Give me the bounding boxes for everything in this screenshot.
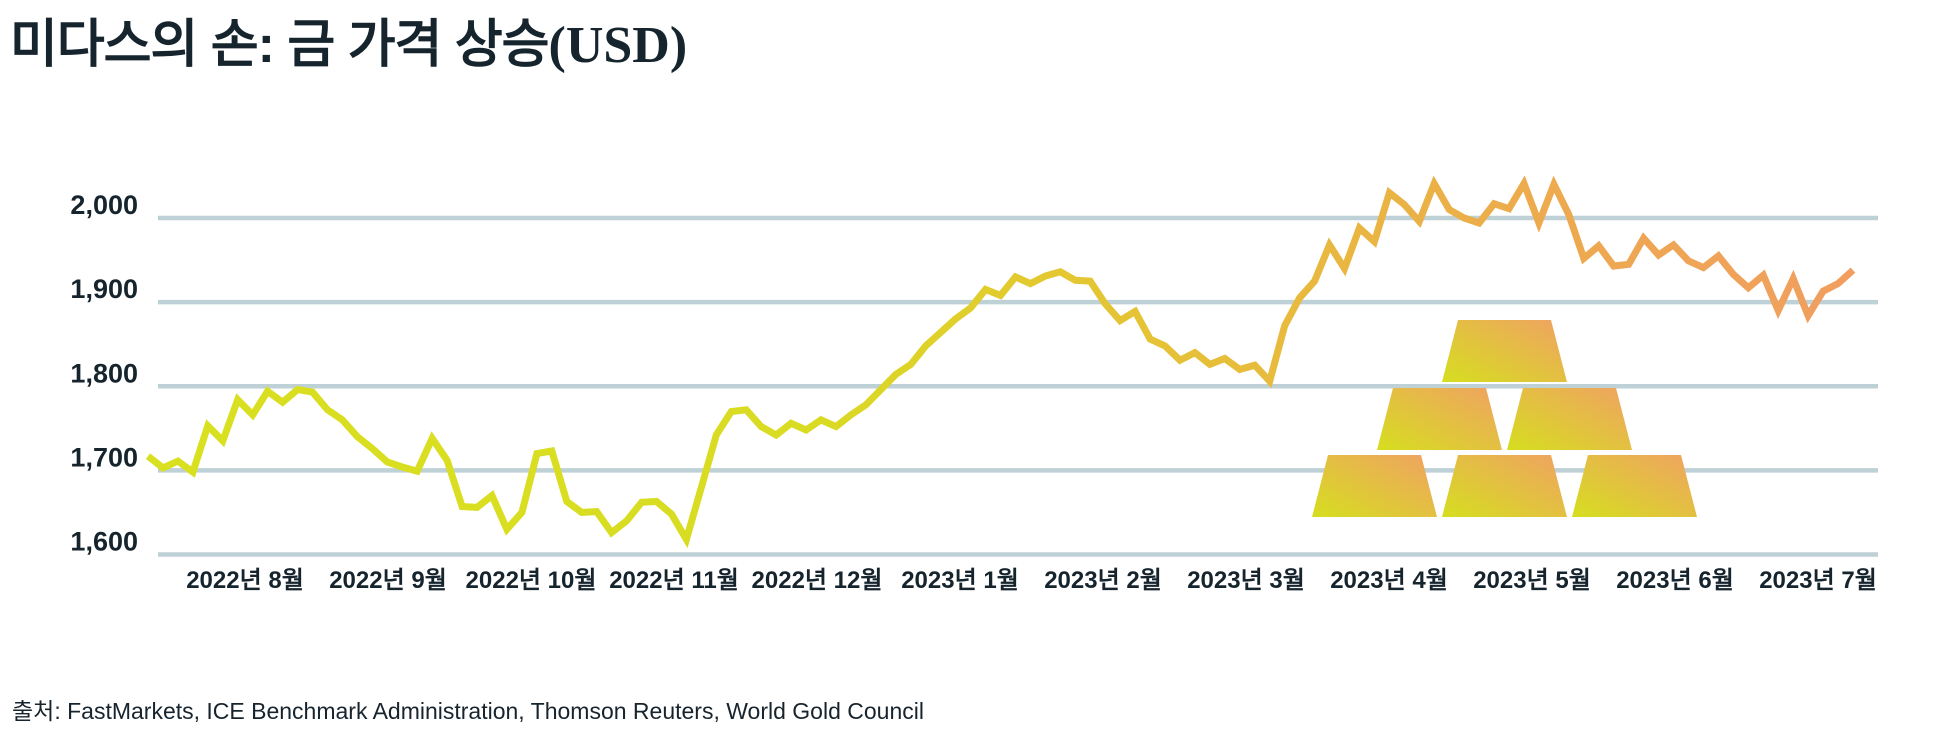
- page-title-usd: (USD): [548, 17, 688, 74]
- y-axis-label: 1,700: [70, 442, 138, 472]
- x-axis-labels: 2022년 8월 2022년 9월 2022년 10월 2022년 11월 2022년 …: [186, 567, 1877, 594]
- gold-bar-icon: [1572, 455, 1697, 517]
- page-title: 미다스의 손: 금 가격 상승(USD): [10, 2, 687, 77]
- page-title-korean: 미다스의 손: 금 가격 상승: [10, 16, 550, 74]
- y-axis-labels: 2,000 1,900 1,800 1,700 1,600: [70, 190, 138, 557]
- x-axis-label: 2022년 8월: [186, 567, 304, 594]
- gold-bar-icon: [1442, 320, 1567, 382]
- y-axis-label: 2,000: [70, 190, 138, 220]
- x-axis-label: 2023년 5월: [1473, 567, 1591, 594]
- x-axis-label: 2023년 3월: [1187, 567, 1305, 594]
- source-attribution: 출처: FastMarkets, ICE Benchmark Administr…: [12, 698, 924, 724]
- x-axis-label: 2023년 6월: [1616, 567, 1734, 594]
- x-axis-label: 2023년 4월: [1330, 567, 1448, 594]
- x-axis-label: 2022년 10월: [466, 567, 597, 594]
- x-axis-label: 2023년 2월: [1044, 567, 1162, 594]
- x-axis-label: 2023년 1월: [901, 567, 1019, 594]
- gold-price-line: [145, 175, 1856, 549]
- gold-bar-icon: [1312, 455, 1437, 517]
- y-axis-label: 1,600: [70, 527, 138, 557]
- x-axis-label: 2022년 9월: [329, 567, 447, 594]
- gold-bar-pyramid: [1312, 320, 1697, 517]
- x-axis-label: 2022년 12월: [752, 567, 883, 594]
- gold-bar-icon: [1377, 388, 1502, 450]
- gold-bar-icon: [1507, 388, 1632, 450]
- y-axis-label: 1,900: [70, 274, 138, 304]
- x-axis-label: 2022년 11월: [609, 567, 739, 594]
- gold-bar-icon: [1442, 455, 1567, 517]
- x-axis-label: 2023년 7월: [1759, 567, 1877, 594]
- y-axis-label: 1,800: [70, 358, 138, 388]
